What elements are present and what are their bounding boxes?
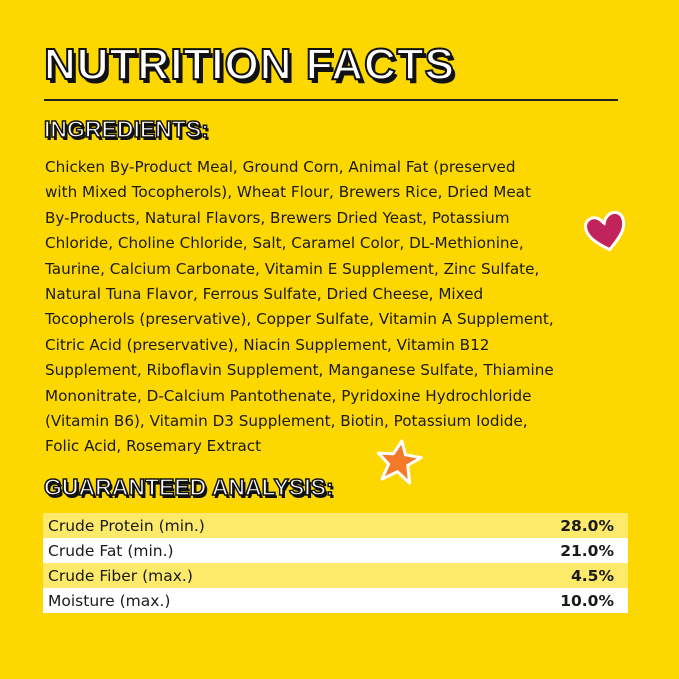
ingredients-line: Tocopherols (preservative), Copper Sulfa… bbox=[45, 310, 554, 329]
ingredients-line: By-Products, Natural Flavors, Brewers Dr… bbox=[45, 208, 510, 227]
nutrient-value: 4.5% bbox=[571, 566, 614, 585]
ingredients-heading: INGREDIENTS: bbox=[43, 115, 209, 143]
ingredients-line: Chicken By-Product Meal, Ground Corn, An… bbox=[45, 158, 516, 176]
ingredients-line: Taurine, Calcium Carbonate, Vitamin E Su… bbox=[45, 259, 540, 278]
nutrient-value: 10.0% bbox=[560, 591, 614, 610]
ingredients-line: Chloride, Choline Chloride, Salt, Carame… bbox=[45, 234, 524, 253]
nutrient-label: Crude Protein (min.) bbox=[48, 516, 205, 535]
table-row: Crude Protein (min.) 28.0% bbox=[43, 513, 628, 538]
ingredients-line: (Vitamin B6), Vitamin D3 Supplement, Bio… bbox=[45, 412, 528, 431]
table-row: Crude Fiber (max.) 4.5% bbox=[43, 563, 628, 588]
ingredients-line: Supplement, Riboflavin Supplement, Manga… bbox=[45, 361, 554, 380]
ingredients-line: Mononitrate, D-Calcium Pantothenate, Pyr… bbox=[45, 386, 532, 405]
nutrient-value: 28.0% bbox=[560, 516, 614, 535]
ingredients-line: Citric Acid (preservative), Niacin Suppl… bbox=[45, 335, 490, 354]
ingredients-line: Natural Tuna Flavor, Ferrous Sulfate, Dr… bbox=[45, 285, 484, 304]
table-row: Crude Fat (min.) 21.0% bbox=[43, 538, 628, 563]
ingredients-line: Folic Acid, Rosemary Extract bbox=[45, 437, 262, 456]
title-divider bbox=[44, 99, 618, 101]
analysis-heading: GUARANTEED ANALYSIS: bbox=[43, 473, 334, 501]
heart-icon bbox=[584, 210, 626, 252]
ingredients-line: with Mixed Tocopherols), Wheat Flour, Br… bbox=[45, 183, 531, 202]
table-row: Moisture (max.) 10.0% bbox=[43, 588, 628, 613]
page-title: NUTRITION FACTS bbox=[43, 39, 455, 90]
nutrient-value: 21.0% bbox=[560, 541, 614, 560]
nutrient-label: Moisture (max.) bbox=[48, 591, 171, 610]
ingredients-list: Chicken By-Product Meal, Ground Corn, An… bbox=[45, 155, 554, 460]
guaranteed-analysis-table: Crude Protein (min.) 28.0% Crude Fat (min… bbox=[43, 513, 628, 613]
nutrient-label: Crude Fiber (max.) bbox=[48, 566, 193, 585]
star-icon bbox=[376, 439, 423, 485]
nutrient-label: Crude Fat (min.) bbox=[48, 541, 174, 560]
